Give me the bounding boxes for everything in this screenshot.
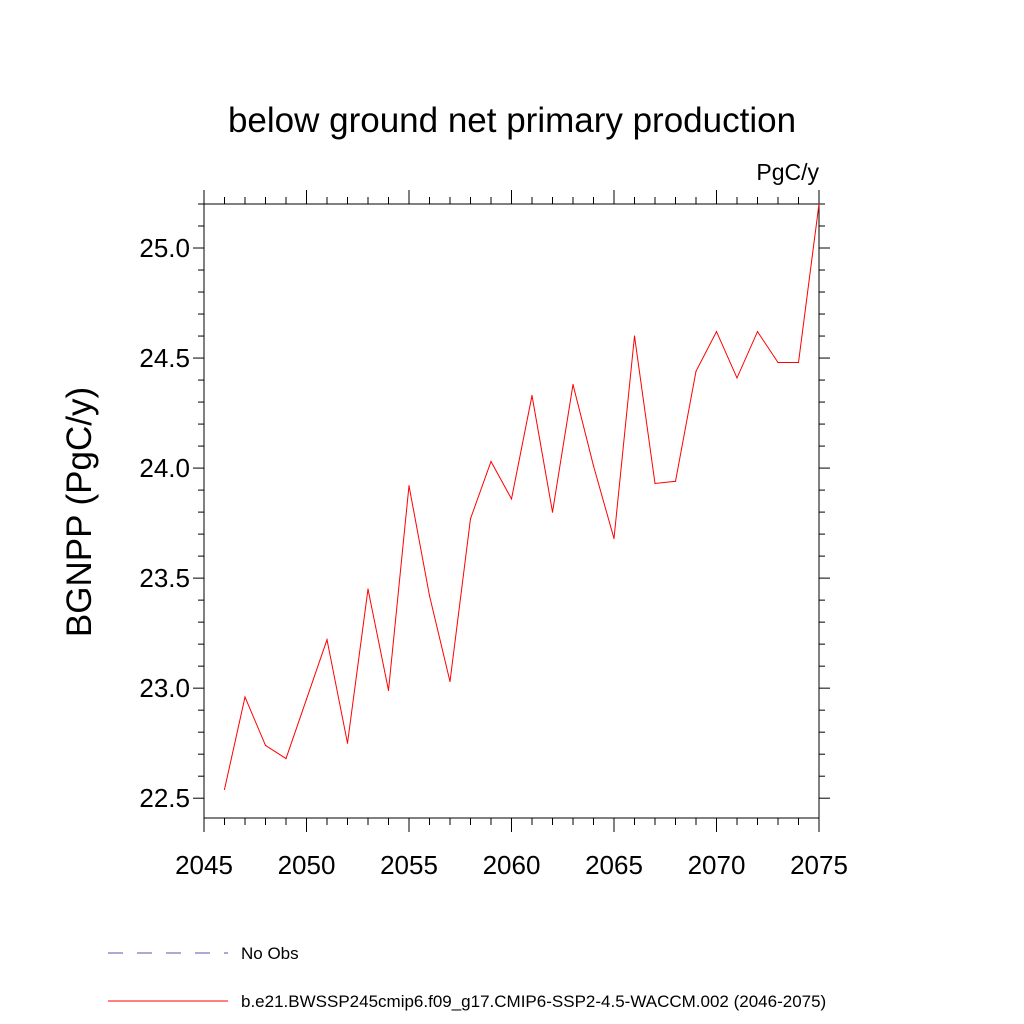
x-tick-label: 2055 [380,850,438,880]
data-point [592,465,595,467]
data-point [756,331,759,333]
x-tick-label: 2075 [790,850,848,880]
data-point [551,511,554,513]
data-point [223,788,226,790]
x-tick-label: 2060 [483,850,541,880]
data-point [613,537,615,540]
data-point [305,698,308,700]
x-tick-label: 2045 [175,850,233,880]
data-points [223,203,820,790]
y-tick-label: 24.0 [139,453,190,483]
data-point [285,757,287,760]
data-point [818,203,820,205]
data-point [736,377,738,379]
y-axis-label: BGNPP (PgC/y) [60,387,99,637]
x-tick-label: 2050 [278,850,336,880]
data-point [408,485,410,487]
data-point [428,595,431,597]
data-point [346,742,349,744]
y-major-ticks [193,247,830,799]
data-point [490,460,492,463]
x-tick-label: 2070 [688,850,746,880]
x-major-ticks [203,190,820,832]
data-point [326,639,328,641]
chart-title: below ground net primary production [228,101,796,140]
x-tick-label: 2065 [585,850,643,880]
y-tick-label: 25.0 [139,233,190,263]
plot-frame [203,203,820,819]
data-point [674,480,677,482]
data-point [469,518,472,520]
data-point [777,361,779,364]
data-point [510,498,513,500]
y-tick-label: 22.5 [139,783,190,813]
data-point [633,335,636,337]
data-point [715,331,718,333]
data-point [531,394,533,397]
x-tick-labels: 2045 2050 2055 2060 2065 2070 2075 [175,850,848,880]
data-point [244,696,246,698]
data-point [695,370,697,372]
y-tick-labels: 22.5 23.0 23.5 24.0 24.5 25.0 [139,233,190,813]
units-label: PgC/y [756,159,819,185]
legend: No Obs b.e21.BWSSP245cmip6.f09_g17.CMIP6… [108,944,826,1011]
x-minor-ticks [224,197,799,825]
legend-label-no-obs: No Obs [241,944,299,963]
data-point [449,680,451,683]
y-tick-label: 24.5 [139,343,190,373]
y-tick-label: 23.5 [139,563,190,593]
data-point [654,482,656,485]
data-point [387,689,390,691]
data-point [797,361,800,364]
y-minor-ticks [198,203,825,777]
data-point [264,744,267,746]
y-tick-label: 23.0 [139,673,190,703]
data-point [572,383,574,386]
series-line [224,203,820,790]
legend-label-model: b.e21.BWSSP245cmip6.f09_g17.CMIP6-SSP2-4… [241,992,826,1011]
data-point [367,588,369,590]
